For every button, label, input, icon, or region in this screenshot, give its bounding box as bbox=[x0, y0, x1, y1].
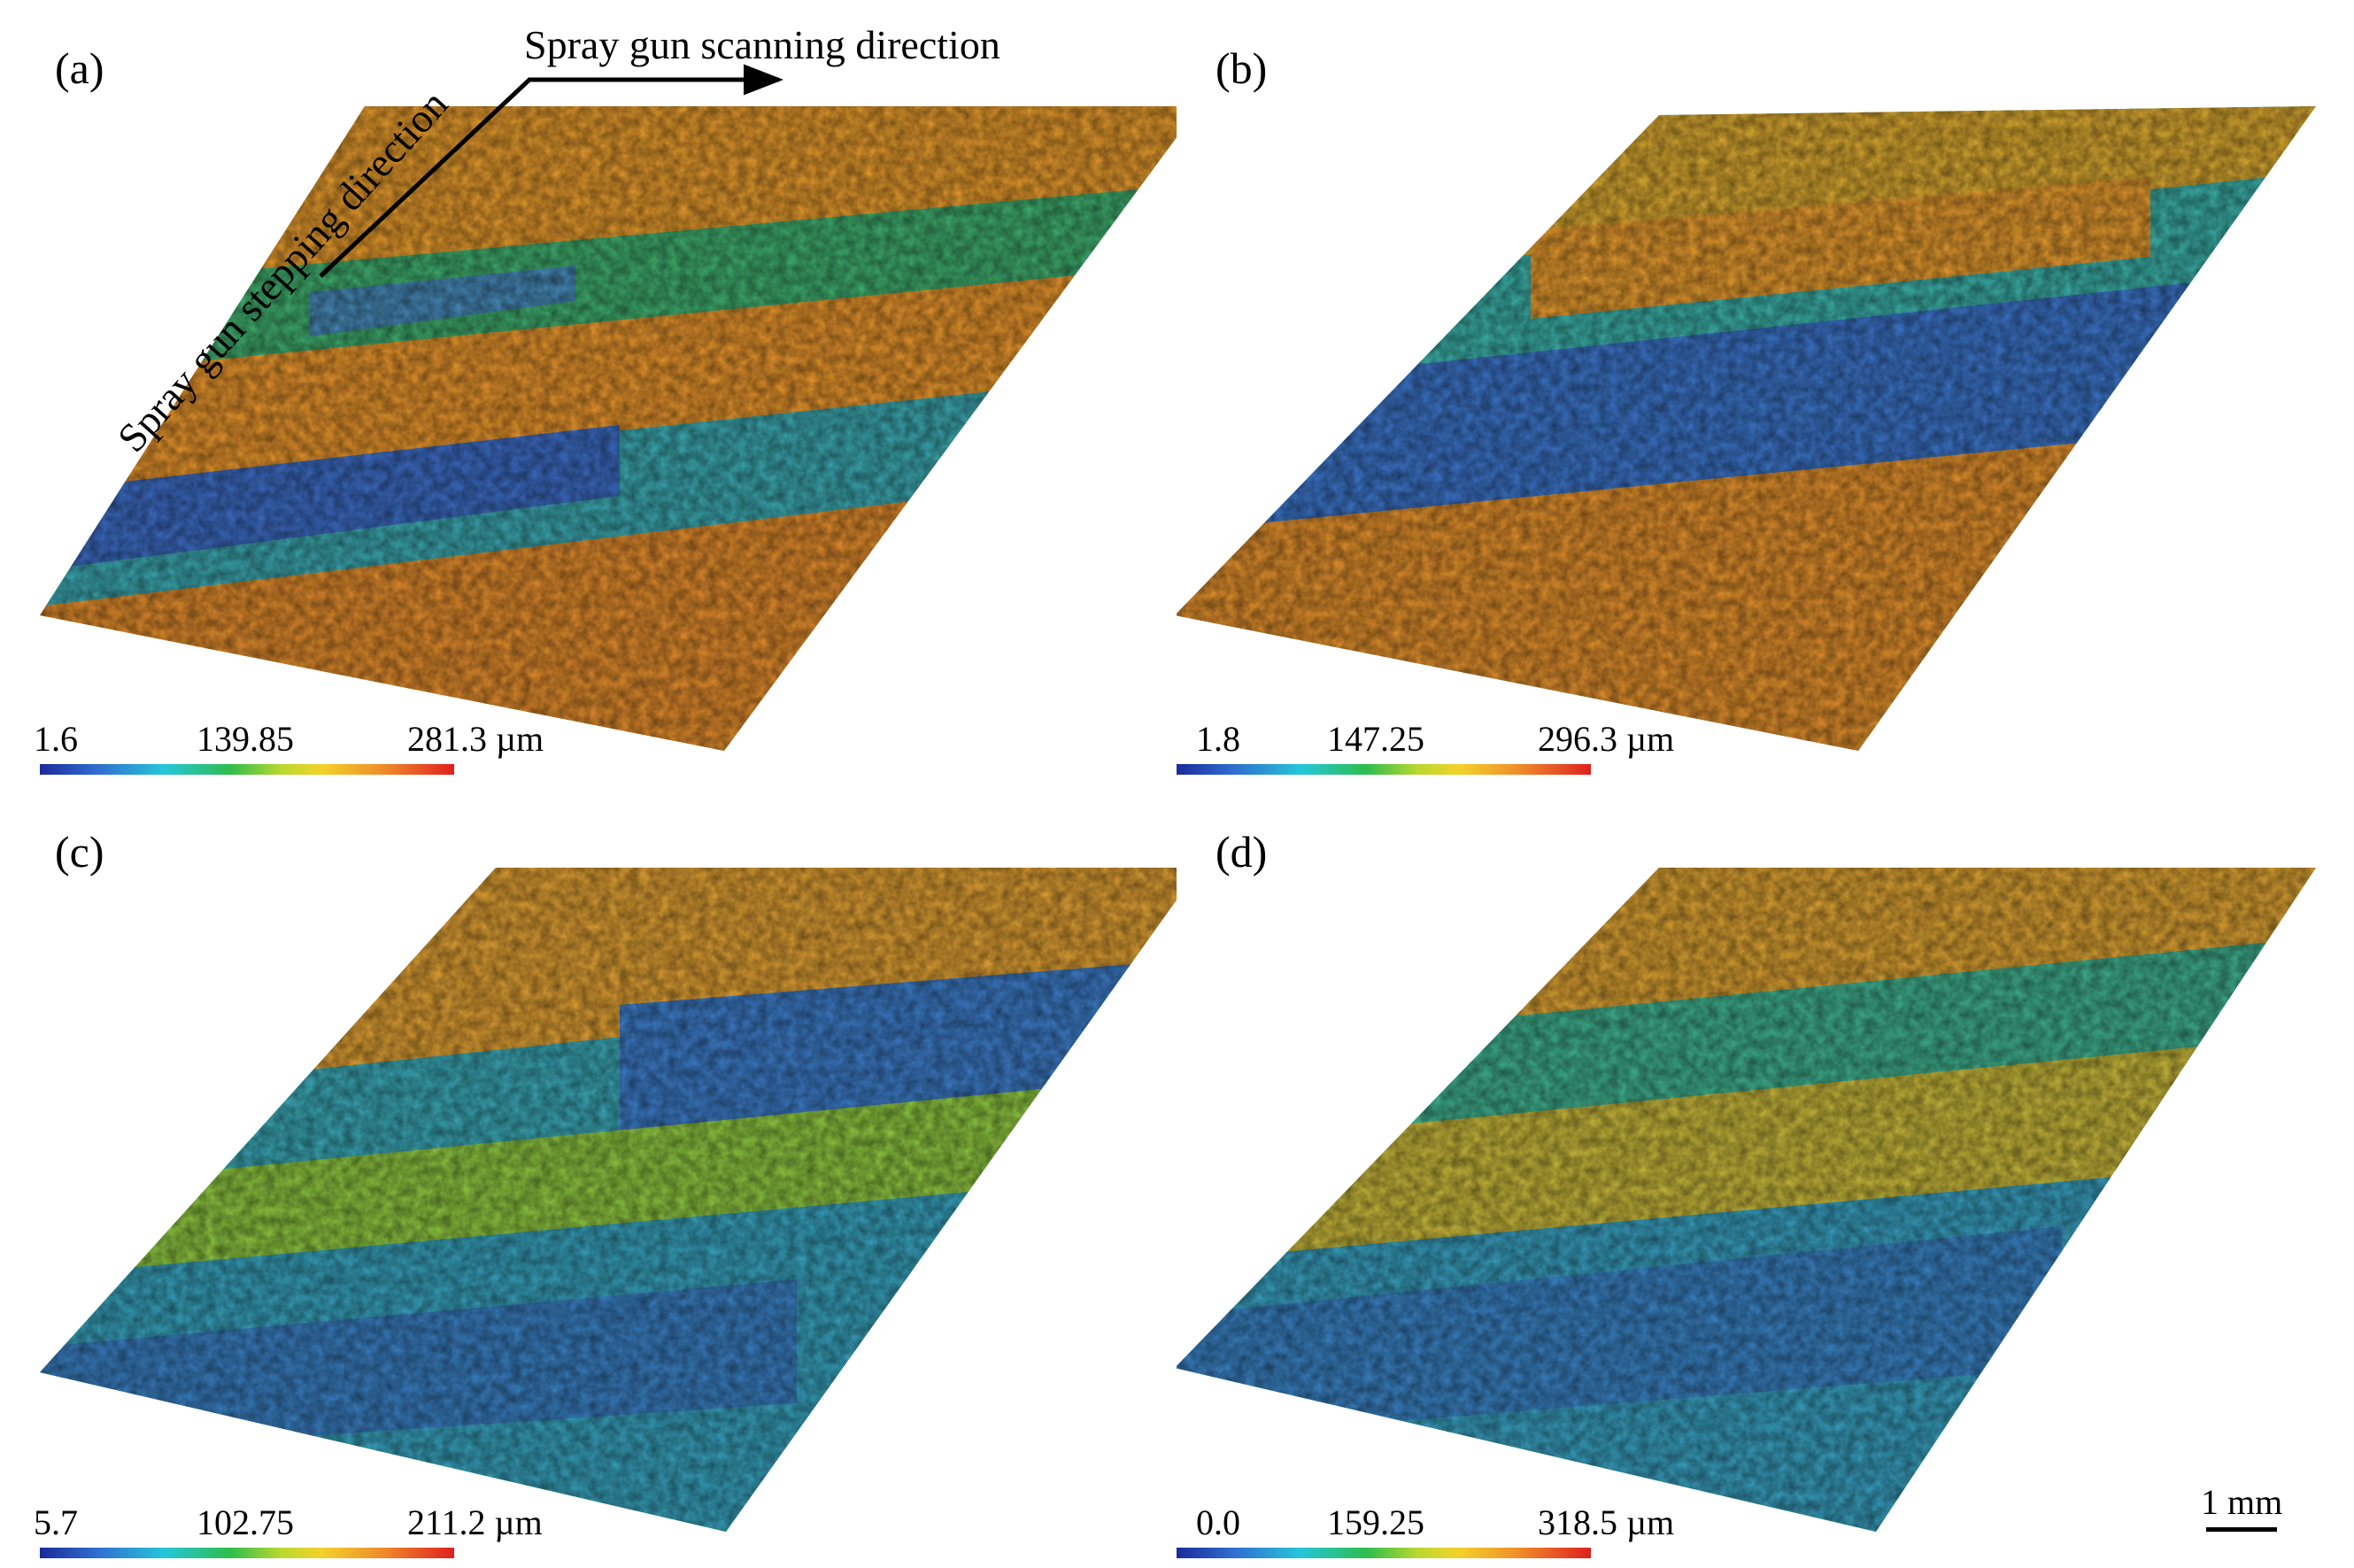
panel-label-d: (d) bbox=[1216, 827, 1268, 877]
panel-b: (b) 1.8 147.25 296.3 µm bbox=[1177, 0, 2353, 784]
colorbar-mid-c: 102.75 bbox=[197, 1502, 294, 1542]
colorbar-max-c: 211.2 µm bbox=[407, 1502, 543, 1542]
panel-a: (a) 1.6 139.85 281.3 µm bbox=[0, 0, 1177, 784]
scanning-direction-arrow bbox=[319, 64, 783, 278]
surface-plot-a bbox=[40, 106, 1177, 751]
panel-label-c: (c) bbox=[55, 827, 104, 877]
colorbar-mid-d: 159.25 bbox=[1327, 1502, 1424, 1542]
surface-plot-d bbox=[1177, 868, 2316, 1532]
colorbar-d bbox=[1177, 1548, 1591, 1558]
colorbar-min-b: 1.8 bbox=[1196, 719, 1240, 759]
surface-plot-b bbox=[1177, 106, 2316, 751]
colorbar-max-d: 318.5 µm bbox=[1538, 1502, 1675, 1542]
colorbar-max-a: 281.3 µm bbox=[407, 719, 544, 759]
panel-label-b: (b) bbox=[1216, 43, 1268, 93]
scale-bar-label: 1 mm bbox=[2201, 1482, 2283, 1522]
colorbar-min-d: 0.0 bbox=[1196, 1502, 1240, 1542]
colorbar-b bbox=[1177, 764, 1591, 775]
colorbar-max-b: 296.3 µm bbox=[1538, 719, 1675, 759]
colorbar-mid-b: 147.25 bbox=[1327, 719, 1424, 759]
colorbar-min-c: 5.7 bbox=[34, 1502, 78, 1542]
panel-d: (d) 0.0 159.25 318.5 µm bbox=[1177, 784, 2353, 1567]
panel-c: (c) 5.7 102.75 211.2 µm bbox=[0, 784, 1177, 1567]
colorbar-mid-a: 139.85 bbox=[197, 719, 294, 759]
surface-plot-c bbox=[40, 868, 1177, 1532]
colorbar-c bbox=[40, 1548, 454, 1558]
colorbar-min-a: 1.6 bbox=[34, 719, 78, 759]
panel-label-a: (a) bbox=[55, 43, 104, 93]
colorbar-a bbox=[40, 764, 454, 775]
scanning-direction-label: Spray gun scanning direction bbox=[524, 22, 1000, 67]
scale-bar bbox=[2206, 1527, 2277, 1532]
